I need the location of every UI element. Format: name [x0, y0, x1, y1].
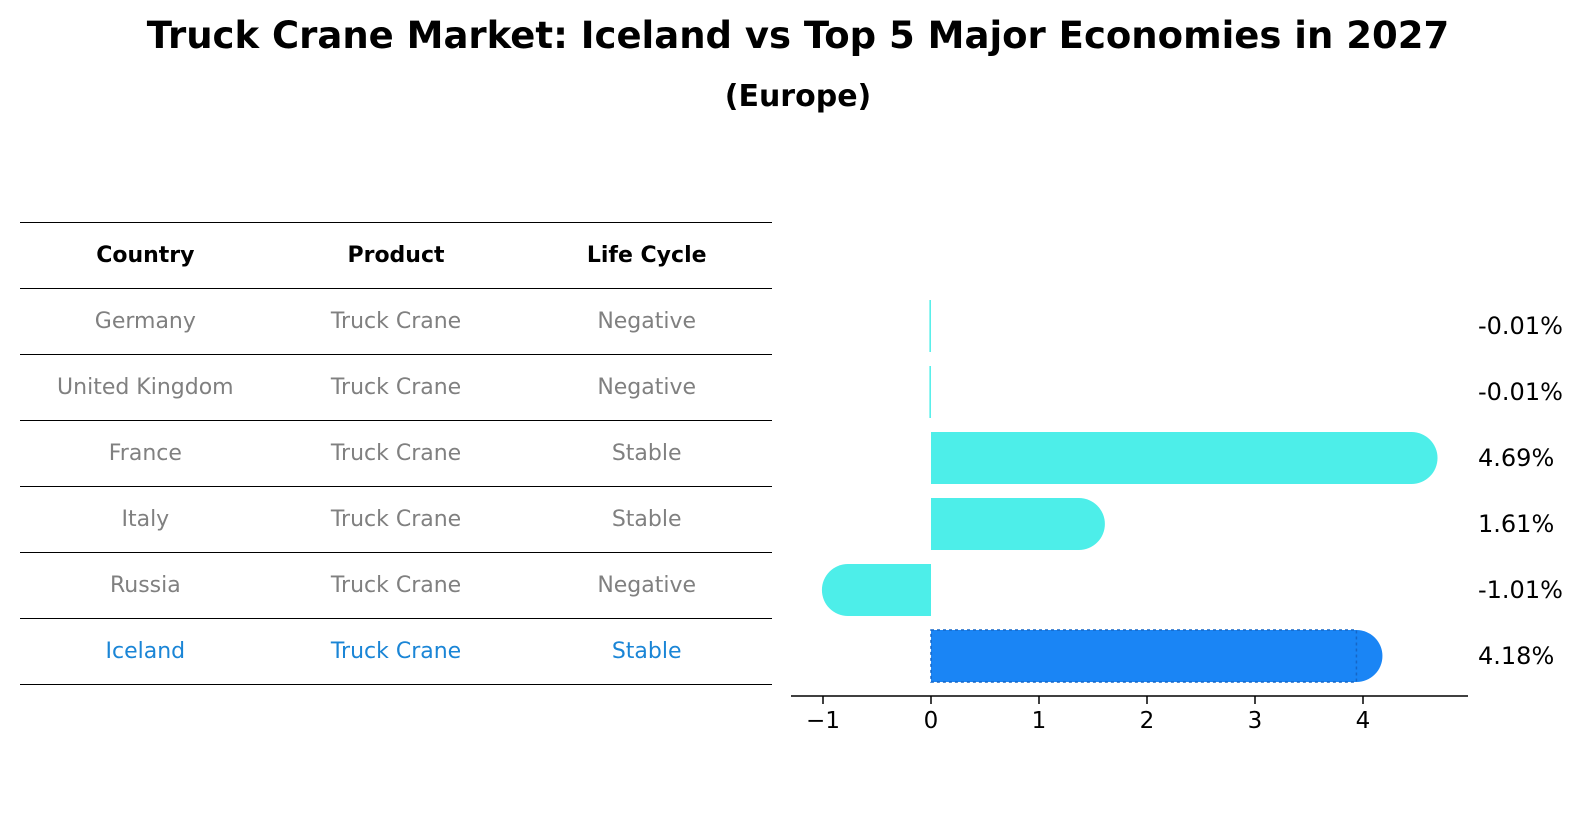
cell-life-cycle: Negative	[597, 309, 697, 334]
table-row: Russia Truck Crane Negative	[20, 552, 772, 618]
bar	[821, 564, 931, 616]
cell-life-cycle: Stable	[611, 507, 682, 532]
cell-product: Truck Crane	[330, 573, 462, 598]
value-label: 4.18%	[1478, 642, 1554, 670]
chart-title: Truck Crane Market: Iceland vs Top 5 Maj…	[146, 14, 1450, 57]
table-row: Italy Truck Crane Stable	[20, 486, 772, 552]
table-header-row: Country Product Life Cycle	[20, 222, 772, 288]
x-tick-label: 2	[1140, 708, 1155, 734]
bar	[929, 300, 931, 352]
header-country: Country	[96, 243, 195, 268]
bar-highlight	[931, 630, 1383, 682]
cell-product: Truck Crane	[330, 507, 462, 532]
cell-life-cycle: Negative	[597, 573, 697, 598]
bar	[931, 432, 1438, 484]
x-tick-label: 0	[924, 708, 939, 734]
value-label: 1.61%	[1478, 510, 1554, 538]
bar	[929, 366, 931, 418]
cell-country: United Kingdom	[57, 375, 234, 400]
table-row-highlight: Iceland Truck Crane Stable	[20, 618, 772, 685]
table-row: United Kingdom Truck Crane Negative	[20, 354, 772, 420]
table-row: France Truck Crane Stable	[20, 420, 772, 486]
data-table: Country Product Life Cycle Germany Truck…	[20, 222, 772, 685]
cell-country: Germany	[94, 309, 196, 334]
value-label: 4.69%	[1478, 444, 1554, 472]
cell-country: Russia	[109, 573, 181, 598]
cell-country: Iceland	[105, 639, 186, 664]
bar	[931, 498, 1105, 550]
bar-highlight-outline	[930, 629, 1358, 683]
cell-product: Truck Crane	[330, 441, 462, 466]
chart-subtitle: (Europe)	[724, 79, 872, 114]
table-row: Germany Truck Crane Negative	[20, 288, 772, 354]
cell-product: Truck Crane	[330, 375, 462, 400]
x-tick-label: −1	[806, 708, 840, 734]
x-tick-label: 1	[1032, 708, 1047, 734]
cell-product: Truck Crane	[330, 309, 462, 334]
cell-country: Italy	[121, 507, 170, 532]
x-tick-label: 3	[1248, 708, 1263, 734]
cell-life-cycle: Negative	[597, 375, 697, 400]
cell-country: France	[108, 441, 182, 466]
cell-product: Truck Crane	[330, 639, 462, 664]
header-product: Product	[347, 243, 445, 268]
value-label: -0.01%	[1478, 378, 1563, 406]
value-label: -0.01%	[1478, 312, 1563, 340]
header-life-cycle: Life Cycle	[586, 243, 707, 268]
cell-life-cycle: Stable	[611, 441, 682, 466]
x-tick-label: 4	[1356, 708, 1371, 734]
cell-life-cycle: Stable	[611, 639, 682, 664]
value-label: -1.01%	[1478, 576, 1563, 604]
